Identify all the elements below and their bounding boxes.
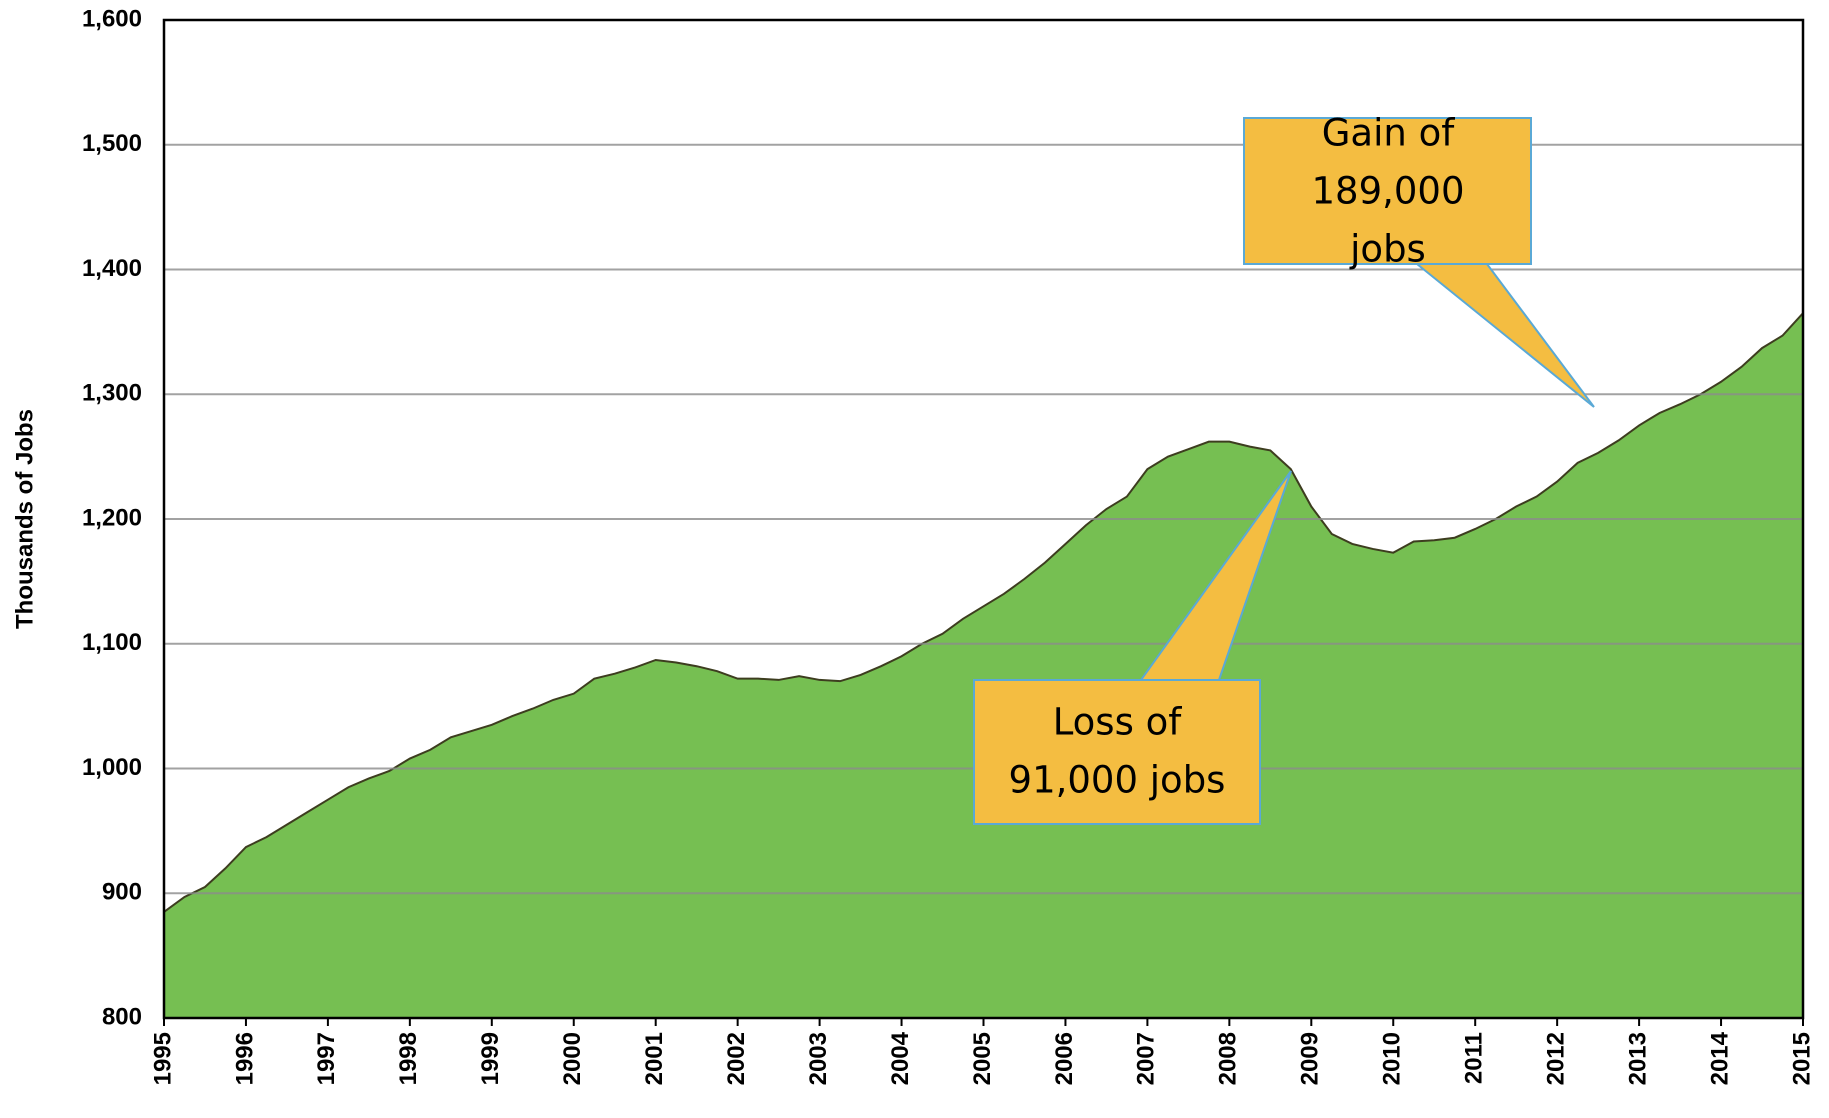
plot-border bbox=[162, 18, 1805, 1020]
callout-cover bbox=[1245, 119, 1530, 263]
x-tick-label: 2011 bbox=[1461, 1032, 1488, 1084]
x-tick-label: 2015 bbox=[1788, 1032, 1815, 1085]
y-tick-label: 1,600 bbox=[82, 5, 142, 32]
callout-text: Gain of bbox=[1322, 112, 1455, 155]
x-tick-label: 2008 bbox=[1215, 1032, 1242, 1085]
x-tick-label: 1999 bbox=[477, 1032, 504, 1085]
x-tick-label: 2004 bbox=[887, 1031, 914, 1085]
x-tick-label: 2012 bbox=[1542, 1032, 1569, 1085]
y-tick-label: 900 bbox=[102, 879, 142, 906]
x-tick-label: 1995 bbox=[149, 1032, 176, 1085]
y-tick-label: 1,000 bbox=[82, 754, 142, 781]
callout-text: 189,000 bbox=[1311, 170, 1464, 213]
y-axis-title: Thousands of Jobs bbox=[11, 409, 38, 629]
x-tick-label: 2005 bbox=[969, 1032, 996, 1085]
callout-cover bbox=[975, 681, 1259, 823]
x-tick-label: 2000 bbox=[559, 1032, 586, 1085]
x-tick-label: 2014 bbox=[1706, 1031, 1733, 1085]
x-tick-label: 2002 bbox=[723, 1032, 750, 1085]
x-tick-label: 1997 bbox=[313, 1032, 340, 1085]
x-tick-label: 2003 bbox=[805, 1032, 832, 1085]
area-fill bbox=[164, 313, 1803, 1019]
callout-text: Loss of bbox=[1053, 701, 1183, 744]
y-tick-label: 1,300 bbox=[82, 380, 142, 407]
x-tick-label: 2010 bbox=[1379, 1032, 1406, 1085]
callout-text: jobs bbox=[1349, 228, 1426, 271]
x-tick-label: 2013 bbox=[1624, 1032, 1651, 1085]
y-tick-label: 1,500 bbox=[82, 130, 142, 157]
y-tick-label: 1,100 bbox=[82, 629, 142, 656]
callout-pointer bbox=[1139, 470, 1292, 681]
area-line bbox=[163, 312, 1804, 913]
y-tick-label: 1,200 bbox=[82, 504, 142, 531]
x-tick-label: 1998 bbox=[395, 1032, 422, 1085]
y-tick-label: 1,400 bbox=[82, 255, 142, 282]
y-tick-label: 800 bbox=[102, 1003, 142, 1030]
x-tick-label: 2001 bbox=[641, 1032, 668, 1085]
x-tick-label: 1996 bbox=[231, 1032, 258, 1085]
callout-text: 91,000 jobs bbox=[1009, 759, 1226, 802]
x-tick-label: 2007 bbox=[1133, 1032, 1160, 1085]
callout-pointer bbox=[1414, 263, 1595, 408]
x-tick-label: 2009 bbox=[1297, 1032, 1324, 1085]
x-tick-label: 2006 bbox=[1051, 1032, 1078, 1085]
